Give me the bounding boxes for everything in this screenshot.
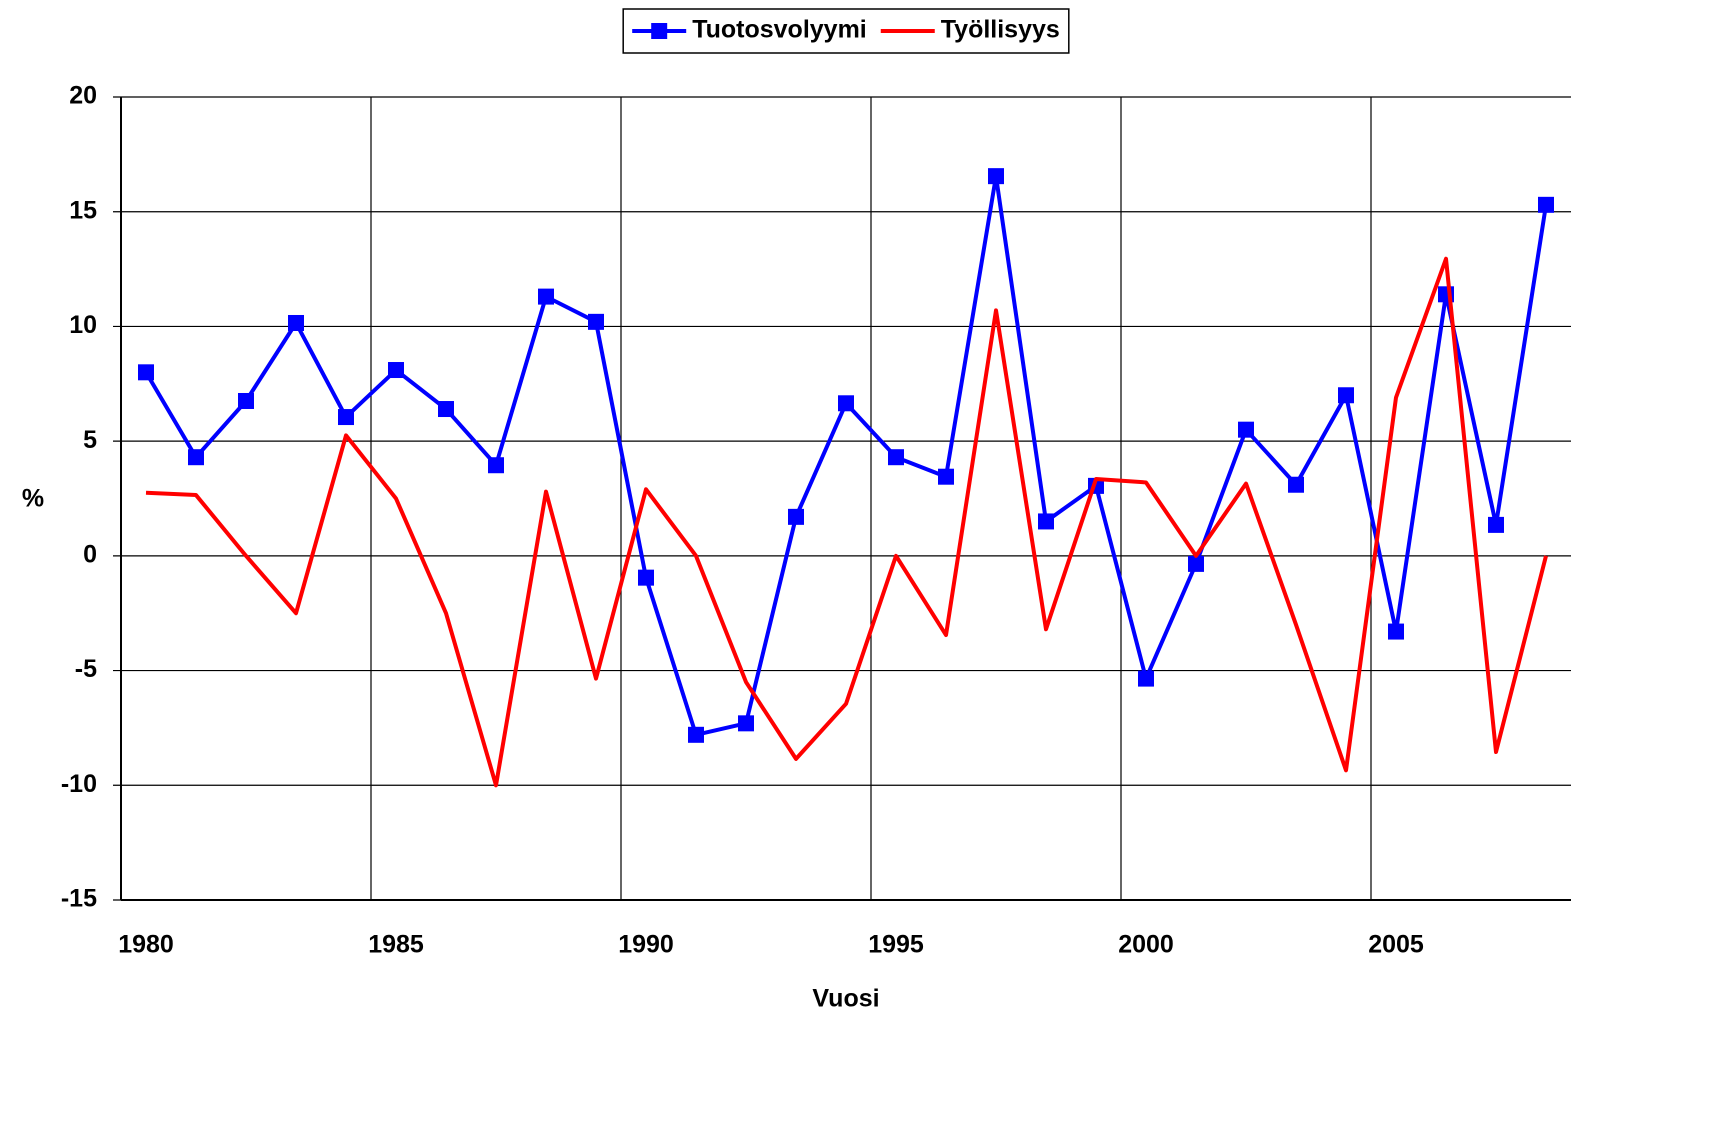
marker — [688, 726, 704, 743]
y-tick-label: 0 — [83, 540, 97, 568]
marker — [138, 364, 154, 381]
y-axis-label: % — [22, 485, 44, 513]
y-tick-label: 15 — [69, 196, 97, 224]
y-tick-label: 10 — [69, 311, 97, 339]
marker — [1138, 670, 1154, 687]
y-tick-label: -5 — [75, 655, 97, 683]
y-tick-label: -10 — [61, 770, 97, 798]
marker — [338, 409, 354, 426]
marker — [838, 395, 854, 412]
x-tick-label: 1995 — [868, 931, 924, 959]
x-axis-label: Vuosi — [812, 985, 879, 1013]
marker — [1238, 421, 1254, 438]
marker — [188, 449, 204, 466]
marker — [638, 569, 654, 586]
marker — [1188, 555, 1204, 572]
legend-box — [622, 8, 1070, 54]
marker — [1388, 623, 1404, 640]
marker — [988, 168, 1004, 185]
legend-label: Työllisyys — [941, 16, 1060, 44]
marker — [738, 715, 754, 732]
marker — [888, 449, 904, 466]
marker — [938, 468, 954, 485]
x-tick-label: 1980 — [118, 931, 174, 959]
marker — [1488, 516, 1504, 533]
marker — [288, 314, 304, 331]
marker — [1038, 513, 1054, 530]
marker — [1288, 476, 1304, 493]
legend: Tuotosvolyymi Työllisyys — [622, 8, 1070, 54]
marker — [1538, 196, 1554, 213]
y-tick-label: 20 — [69, 82, 97, 110]
legend-marker — [651, 23, 668, 39]
x-tick-label: 2005 — [1368, 931, 1424, 959]
y-tick-label: -15 — [61, 885, 97, 913]
marker — [1338, 387, 1354, 404]
legend-label: Tuotosvolyymi — [692, 16, 867, 44]
marker — [588, 313, 604, 330]
marker — [238, 392, 254, 409]
x-tick-label: 1985 — [368, 931, 424, 959]
marker — [788, 508, 804, 525]
marker — [438, 401, 454, 418]
x-tick-label: 2000 — [1118, 931, 1174, 959]
series-line — [145, 256, 1548, 788]
marker — [488, 457, 504, 474]
marker — [388, 362, 404, 379]
y-tick-label: 5 — [83, 426, 97, 454]
marker — [538, 288, 554, 305]
x-tick-label: 1990 — [618, 931, 674, 959]
